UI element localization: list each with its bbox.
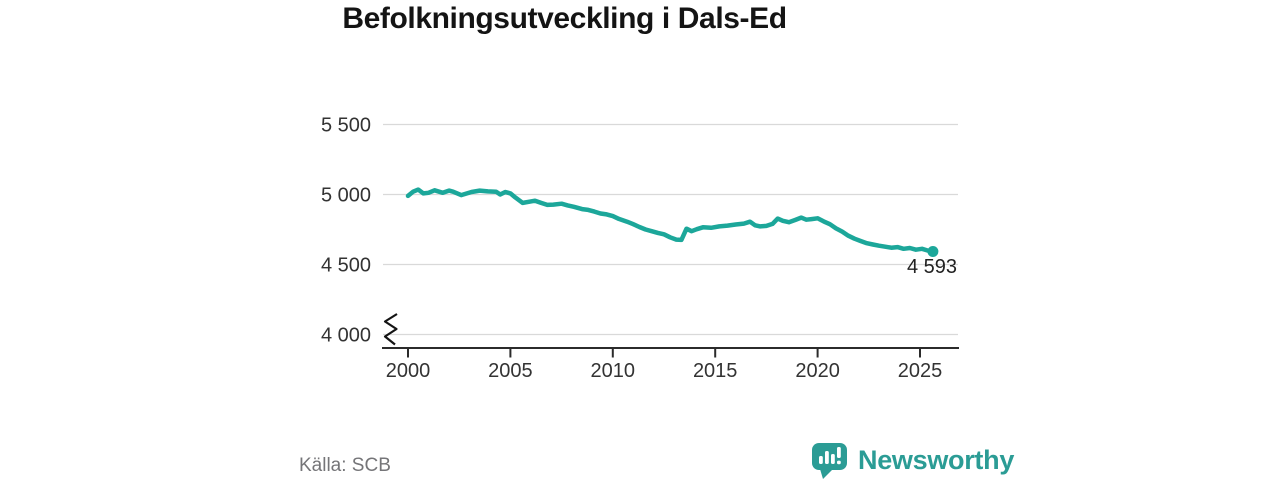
x-tick-label: 2015 [693,360,738,382]
end-value-label: 4 593 [907,256,957,278]
newsworthy-logo-icon [812,443,847,479]
y-tick-label: 4 500 [321,255,371,277]
chart-title: Befolkningsutveckling i Dals-Ed [342,2,787,35]
axis-break-icon [383,313,398,346]
y-tick-label: 5 500 [321,115,371,137]
newsworthy-logo: Newsworthy [810,440,1014,480]
x-tick-label: 2025 [898,360,943,382]
x-tick-label: 2010 [591,360,636,382]
y-tick-label: 5 000 [321,185,371,207]
y-tick-label: 4 000 [321,325,371,347]
x-tick-label: 2020 [795,360,840,382]
x-tick-label: 2005 [488,360,533,382]
end-point-marker [927,245,939,257]
source-note: Källa: SCB [299,455,391,476]
population-line [405,187,936,254]
x-tick-label: 2000 [386,360,431,382]
newsworthy-logo-text: Newsworthy [858,444,1015,475]
